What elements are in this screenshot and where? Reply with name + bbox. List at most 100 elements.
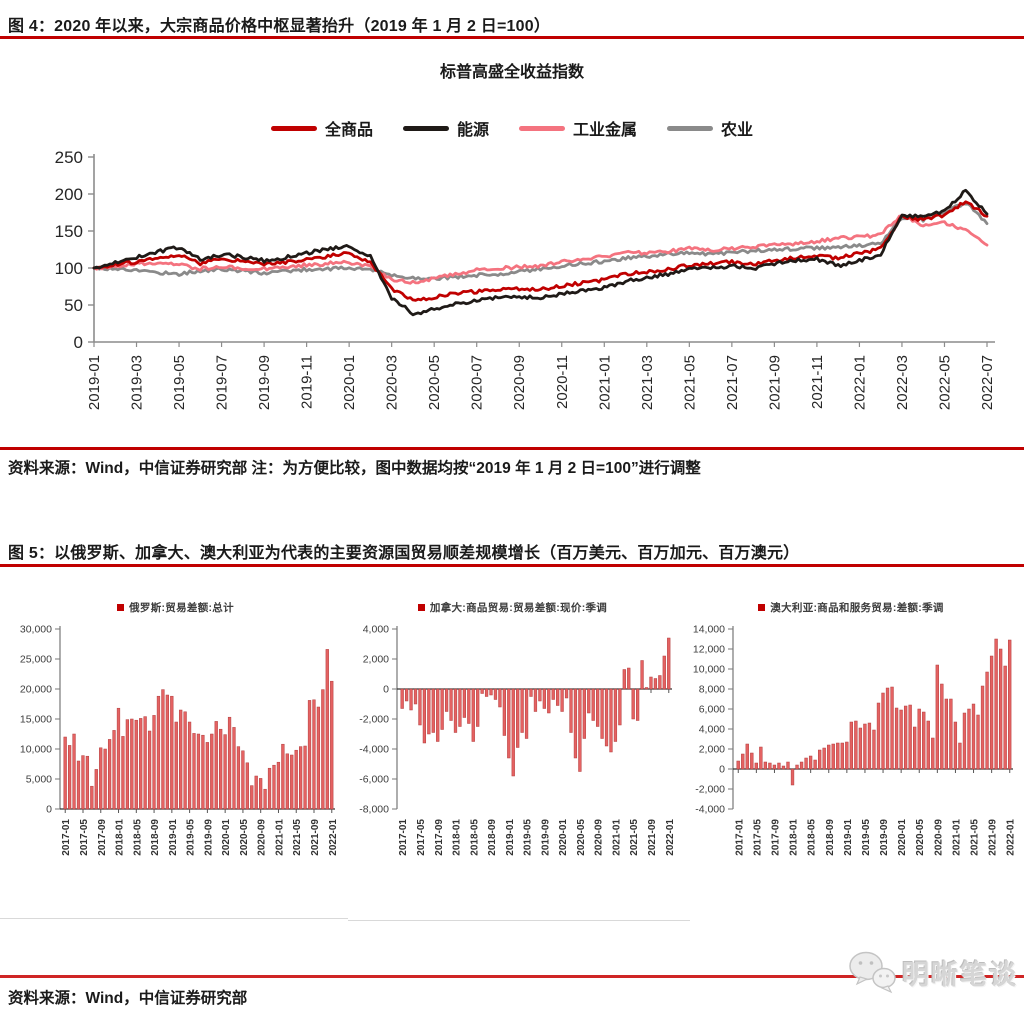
- bar: [922, 711, 926, 770]
- x-tick-label: 2020-07: [469, 355, 486, 410]
- bar: [885, 687, 890, 770]
- x-tick-label: 2019-05: [523, 819, 534, 856]
- bar: [840, 742, 844, 770]
- bar: [569, 688, 573, 733]
- bar: [560, 688, 564, 712]
- x-tick-label: 2019-05: [861, 819, 872, 856]
- bar: [444, 688, 449, 712]
- bar: [899, 709, 903, 770]
- bar: [272, 764, 276, 810]
- bar: [985, 671, 989, 770]
- x-tick-label: 2017-05: [79, 819, 90, 856]
- x-tick-label: 2019-09: [540, 819, 551, 856]
- bar: [813, 759, 817, 770]
- y-tick-label: 0: [74, 333, 83, 352]
- y-tick-label: 5,000: [26, 774, 52, 786]
- bar: [476, 688, 480, 727]
- bar: [876, 702, 881, 770]
- line-swatch-industrial-metals: [519, 125, 565, 131]
- x-tick-label: 2018-09: [487, 819, 498, 856]
- bar: [940, 683, 944, 770]
- bar: [799, 761, 804, 770]
- x-tick-label: 2021-01: [596, 355, 613, 410]
- bar: [449, 688, 453, 721]
- bar: [926, 720, 930, 770]
- bar: [962, 712, 967, 770]
- x-tick-label: 2020-01: [897, 819, 908, 856]
- axes: 0 50 100 150 200 250 2019-01 2019-03 2019-05 2019…: [55, 148, 996, 410]
- watermark: 明晰笔谈: [846, 948, 1018, 996]
- bar: [489, 688, 493, 696]
- y-tick-label: -2,000: [695, 784, 725, 796]
- russia-trade-balance-chart: 0 5,000 10,000 15,000 20,000 25,000 30,000 2017…: [20, 624, 339, 856]
- bar: [67, 745, 72, 810]
- x-tick-label: 2017-01: [61, 819, 72, 856]
- x-tick-label: 2020-05: [915, 819, 926, 856]
- bar: [849, 721, 853, 770]
- bar: [214, 721, 218, 810]
- bar: [418, 688, 422, 726]
- bar: [103, 748, 107, 810]
- legend-item-all-commodities: 全商品: [270, 116, 373, 140]
- bar: [564, 688, 569, 699]
- y-tick-label: 30,000: [20, 624, 52, 636]
- x-tick-label: 2019-01: [86, 355, 103, 410]
- x-tick-label: 2021-05: [970, 819, 981, 856]
- bar: [236, 746, 241, 810]
- bar: [736, 760, 740, 770]
- bar: [808, 755, 813, 770]
- russia-legend-label: 俄罗斯:贸易差额:总计: [129, 601, 234, 614]
- red-square-marker: [117, 603, 125, 611]
- bar: [250, 785, 254, 810]
- bar: [232, 727, 236, 810]
- bar: [90, 785, 94, 810]
- bar: [944, 698, 949, 770]
- x-tick-label: 2019-09: [879, 819, 890, 856]
- table-cell-border: [0, 918, 348, 919]
- bar: [662, 655, 666, 690]
- bar: [210, 733, 214, 810]
- bar: [622, 669, 626, 690]
- bar: [312, 699, 316, 810]
- red-square-marker: [417, 603, 425, 611]
- y-tick-label: 15,000: [20, 714, 52, 726]
- series-3: [92, 188, 989, 317]
- bar: [542, 688, 546, 709]
- x-tick-label: 2017-05: [416, 819, 427, 856]
- x-tick-label: 2022-01: [328, 819, 339, 856]
- x-tick-label: 2018-09: [150, 819, 161, 856]
- y-tick-label: 200: [55, 185, 83, 204]
- bar: [863, 723, 867, 770]
- bar: [858, 727, 863, 770]
- bar: [422, 688, 427, 744]
- bar: [804, 757, 808, 770]
- bars: [736, 638, 1012, 786]
- y-tick-label: -6,000: [359, 774, 389, 786]
- y-tick-label: 150: [55, 222, 83, 241]
- y-tick-label: 0: [383, 684, 389, 696]
- bar: [63, 736, 67, 810]
- bar: [913, 726, 917, 770]
- bar: [836, 742, 840, 770]
- bar: [139, 718, 143, 810]
- x-tick-label: 2017-09: [97, 819, 108, 856]
- bar: [516, 688, 520, 748]
- x-tick-label: 2021-09: [988, 819, 999, 856]
- bar: [994, 638, 998, 770]
- x-tick-label: 2019-01: [505, 819, 516, 856]
- bar: [976, 714, 980, 770]
- bar: [609, 688, 613, 753]
- bar: [524, 688, 529, 739]
- bar: [653, 678, 658, 690]
- y-tick-label: 4,000: [363, 624, 389, 636]
- bar: [290, 754, 294, 810]
- legend-label: 能源: [456, 122, 489, 139]
- bar: [890, 686, 894, 770]
- x-tick-label: 2018-01: [115, 819, 126, 856]
- sp-gsci-line-chart: 0 50 100 150 200 250 2019-01 2019-03 2019-05 2019…: [55, 148, 996, 410]
- axes: -8,000 -6,000 -4,000 -2,000 0 2,000 4,000 2017-…: [359, 624, 676, 856]
- bar: [112, 730, 116, 810]
- bar: [276, 761, 281, 810]
- x-tick-label: 2020-05: [576, 819, 587, 856]
- bar: [931, 737, 935, 770]
